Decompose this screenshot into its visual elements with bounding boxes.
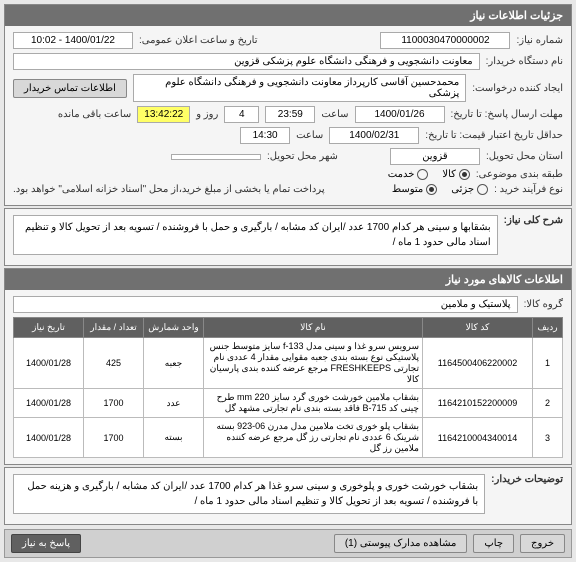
group-label: گروه کالا:: [524, 299, 563, 310]
col-qty: تعداد / مقدار: [84, 318, 144, 338]
cell-name: بشقاب پلو خوری تخت ملامین مدل مدرن 06-92…: [204, 418, 423, 458]
delivery-prov: قزوین: [390, 148, 480, 165]
cell-code: 1164210004340014: [423, 418, 533, 458]
details-header: جزئیات اطلاعات نیاز: [5, 5, 571, 26]
process-label: نوع فرآیند خرید :: [494, 184, 563, 195]
need-no-value: 1100030470000002: [380, 32, 510, 49]
buyer-desc-panel: توضیحات خریدار: بشقاب خورشت خوری و پلوخو…: [4, 467, 572, 525]
cell-unit: بسته: [144, 418, 204, 458]
radio-medium[interactable]: متوسط: [392, 184, 437, 195]
buyer-org-value: معاونت دانشجویی و فرهنگی دانشگاه علوم پز…: [13, 53, 480, 70]
footer-bar: خروج چاپ مشاهده مدارک پیوستی (1) پاسخ به…: [4, 529, 572, 558]
valid-time: 14:30: [240, 127, 290, 144]
table-header-row: ردیف کد کالا نام کالا واحد شمارش تعداد /…: [14, 318, 563, 338]
radio-dot-icon: [477, 184, 488, 195]
col-code: کد کالا: [423, 318, 533, 338]
table-row: 11164500406220002سرویس سرو غذا و سینی مد…: [14, 338, 563, 389]
process-group: جزئی متوسط: [392, 184, 488, 195]
cell-idx: 1: [533, 338, 563, 389]
details-panel: جزئیات اطلاعات نیاز شماره نیاز: 11000304…: [4, 4, 572, 206]
creator-value: محمدحسین آقاسی کارپرداز معاونت دانشجویی …: [133, 74, 466, 102]
cell-code: 1164500406220002: [423, 338, 533, 389]
announce-value: 1400/01/22 - 10:02: [13, 32, 133, 49]
classify-group: کالا خدمت: [388, 169, 470, 180]
buyer-desc-text: بشقاب خورشت خوری و پلوخوری و سینی سرو غذ…: [13, 474, 485, 514]
cell-unit: عدد: [144, 389, 204, 418]
table-row: 31164210004340014بشقاب پلو خوری تخت ملام…: [14, 418, 563, 458]
print-button[interactable]: چاپ: [473, 534, 514, 553]
announce-label: تاریخ و ساعت اعلان عمومی:: [139, 35, 258, 46]
radio-dot-icon: [459, 169, 470, 180]
buyer-desc-title: توضیحات خریدار:: [491, 474, 563, 485]
creator-label: ایجاد کننده درخواست:: [472, 83, 563, 94]
cell-name: سرویس سرو غذا و سینی مدل f-133 سایز متوس…: [204, 338, 423, 389]
deadline-date: 1400/01/26: [355, 106, 445, 123]
cell-qty: 1700: [84, 418, 144, 458]
table-row: 21164210152200009بشقاب ملامین خورشت خوری…: [14, 389, 563, 418]
col-name: نام کالا: [204, 318, 423, 338]
reply-button[interactable]: پاسخ به نیاز: [11, 534, 81, 553]
col-date: تاریخ نیاز: [14, 318, 84, 338]
time-label-2: ساعت: [296, 130, 323, 141]
delivery-prov-label: استان محل تحویل:: [486, 151, 563, 162]
cell-qty: 1700: [84, 389, 144, 418]
delivery-city: [171, 154, 261, 160]
cell-date: 1400/01/28: [14, 418, 84, 458]
buyer-org-label: نام دستگاه خریدار:: [486, 56, 563, 67]
cell-code: 1164210152200009: [423, 389, 533, 418]
cell-unit: جعبه: [144, 338, 204, 389]
items-header: اطلاعات کالاهای مورد نیاز: [5, 269, 571, 290]
radio-goods[interactable]: کالا: [442, 169, 470, 180]
radio-goods-label: کالا: [442, 169, 456, 180]
radio-dot-icon: [417, 169, 428, 180]
radio-dot-icon: [426, 184, 437, 195]
cell-date: 1400/01/28: [14, 338, 84, 389]
valid-label: حداقل تاریخ اعتبار قیمت: تا تاریخ:: [425, 130, 563, 141]
exit-button[interactable]: خروج: [520, 534, 565, 553]
items-table: ردیف کد کالا نام کالا واحد شمارش تعداد /…: [13, 317, 563, 458]
cell-idx: 2: [533, 389, 563, 418]
radio-service[interactable]: خدمت: [388, 169, 429, 180]
items-panel: اطلاعات کالاهای مورد نیاز گروه کالا: پلا…: [4, 268, 572, 465]
group-value: پلاستیک و ملامین: [13, 296, 518, 313]
radio-small[interactable]: جزئی: [451, 184, 488, 195]
deadline-time: 23:59: [265, 106, 315, 123]
contact-buyer-button[interactable]: اطلاعات تماس خریدار: [13, 79, 127, 98]
cell-idx: 3: [533, 418, 563, 458]
col-idx: ردیف: [533, 318, 563, 338]
cell-qty: 425: [84, 338, 144, 389]
need-no-label: شماره نیاز:: [516, 35, 563, 46]
delivery-city-label: شهر محل تحویل:: [267, 151, 338, 162]
cell-date: 1400/01/28: [14, 389, 84, 418]
summary-panel: شرح کلی نیاز: بشقابها و سینی هر کدام 170…: [4, 208, 572, 266]
col-unit: واحد شمارش: [144, 318, 204, 338]
payment-note: پرداخت تمام یا بخشی از مبلغ خرید،از محل …: [13, 184, 325, 195]
remain-days: 4: [224, 106, 259, 123]
cell-name: بشقاب ملامین خورشت خوری گرد سایز mm 220 …: [204, 389, 423, 418]
classify-label: طبقه بندی موضوعی:: [476, 169, 563, 180]
deadline-label: مهلت ارسال پاسخ: تا تاریخ:: [451, 109, 563, 120]
attachments-button[interactable]: مشاهده مدارک پیوستی (1): [334, 534, 468, 553]
day-and-label: روز و: [196, 109, 218, 120]
summary-text: بشقابها و سینی هر کدام 1700 عدد /ایران ک…: [13, 215, 498, 255]
radio-service-label: خدمت: [388, 169, 415, 180]
time-label-1: ساعت: [321, 109, 348, 120]
radio-medium-label: متوسط: [392, 184, 423, 195]
valid-date: 1400/02/31: [329, 127, 419, 144]
summary-title: شرح کلی نیاز:: [504, 215, 563, 226]
remain-time: 13:42:22: [137, 106, 190, 123]
remain-suffix: ساعت باقی مانده: [58, 109, 131, 120]
radio-small-label: جزئی: [451, 184, 474, 195]
